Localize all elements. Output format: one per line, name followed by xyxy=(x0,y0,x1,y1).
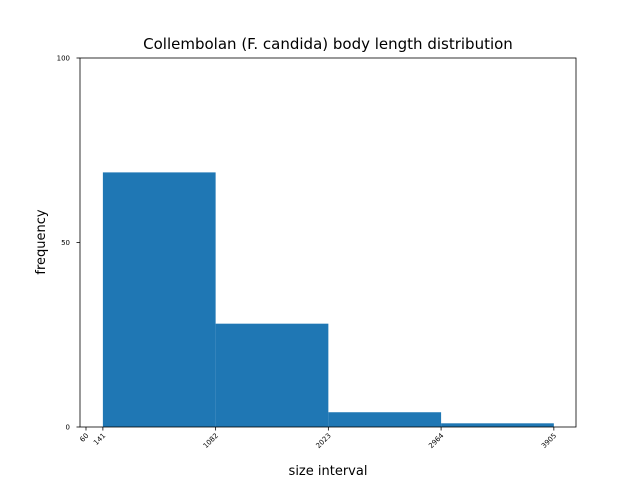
bars-layer xyxy=(102,172,554,427)
histogram-bar-2 xyxy=(215,323,329,427)
x-axis-label: size interval xyxy=(289,464,368,479)
x-tick-label: 1082 xyxy=(202,432,220,450)
x-tick-label: 60 xyxy=(78,432,90,444)
y-tick-label: 100 xyxy=(57,55,70,63)
histogram-bar-1 xyxy=(102,172,216,427)
y-axis-label: frequency xyxy=(34,209,49,275)
y-tick-label: 0 xyxy=(66,424,70,432)
x-tick-label: 2964 xyxy=(427,431,446,450)
x-tick-label: 141 xyxy=(92,432,107,447)
x-tick-label: 3905 xyxy=(540,432,558,450)
histogram-bar-4 xyxy=(441,423,554,427)
x-tick-label: 2023 xyxy=(315,432,333,450)
chart-title: Collembolan (F. candida) body length dis… xyxy=(143,35,513,53)
y-tick-label: 50 xyxy=(61,239,70,247)
y-axis-ticks: 0 50 100 xyxy=(57,55,80,432)
histogram-bar-3 xyxy=(328,412,442,427)
x-axis-ticks: 60 141 1082 2023 2964 3905 xyxy=(78,427,558,450)
